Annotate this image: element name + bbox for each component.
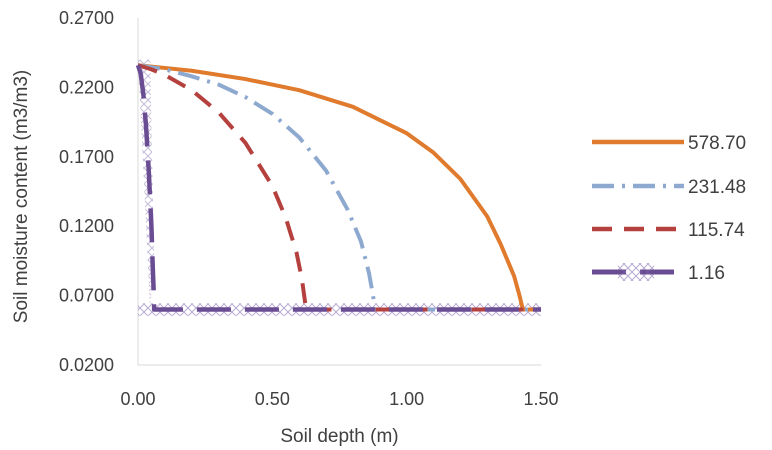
- x-tick-label: 0.00: [120, 389, 155, 409]
- y-tick-label: 0.0200: [59, 355, 114, 375]
- series-line-115-74: [137, 63, 541, 312]
- legend-label: 578.70: [688, 133, 746, 154]
- series-1-16-markers-vertical: [138, 59, 155, 310]
- legend: 578.70 231.48 115.74 1.16: [592, 133, 746, 284]
- x-tick-labels: 0.00 0.50 1.00 1.50: [120, 389, 558, 409]
- x-tick-label: 1.00: [389, 389, 424, 409]
- series-1-16-markers: [138, 303, 541, 316]
- x-tick-label: 1.50: [523, 389, 558, 409]
- series-line-231-48: [137, 63, 541, 312]
- series-layer: [135, 59, 541, 316]
- x-tick-label: 0.50: [255, 389, 290, 409]
- y-tick-label: 0.0700: [59, 286, 114, 306]
- y-axis-title: Soil moisture content (m3/m3): [11, 70, 32, 323]
- legend-label: 115.74: [688, 220, 745, 241]
- y-tick-label: 0.2700: [59, 8, 114, 28]
- series-line-1-16: [135, 64, 541, 312]
- series-line-578-70: [137, 63, 541, 312]
- legend-marker: [618, 263, 654, 281]
- x-axis-title: Soil depth (m): [280, 426, 398, 447]
- legend-label: 231.48: [688, 177, 746, 198]
- y-tick-label: 0.1200: [59, 216, 114, 236]
- y-tick-label: 0.2200: [59, 77, 114, 97]
- legend-label: 1.16: [688, 263, 725, 284]
- y-tick-labels: 0.0200 0.0700 0.1200 0.1700 0.2200 0.2700: [59, 8, 114, 375]
- y-tick-label: 0.1700: [59, 147, 114, 167]
